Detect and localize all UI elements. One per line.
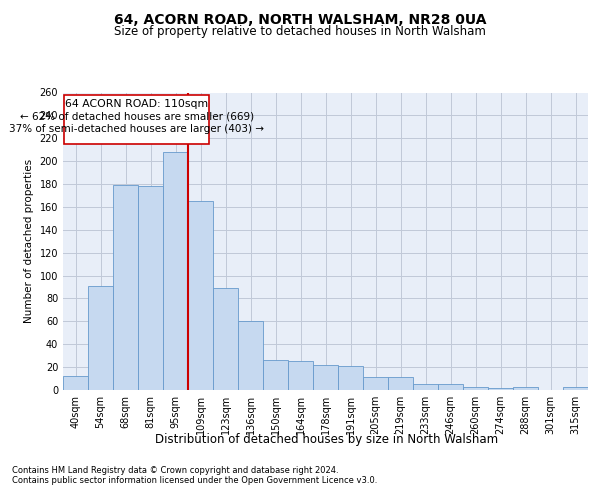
Bar [438, 384, 463, 390]
Bar [288, 362, 313, 390]
Bar [63, 376, 88, 390]
Bar [213, 288, 238, 390]
Bar [113, 185, 138, 390]
Text: Contains HM Land Registry data © Crown copyright and database right 2024.: Contains HM Land Registry data © Crown c… [12, 466, 338, 475]
Bar [413, 384, 438, 390]
Bar [163, 152, 188, 390]
Bar [363, 378, 388, 390]
Bar [138, 186, 163, 390]
Bar [388, 378, 413, 390]
Text: Size of property relative to detached houses in North Walsham: Size of property relative to detached ho… [114, 25, 486, 38]
Bar [463, 386, 488, 390]
Text: ← 62% of detached houses are smaller (669): ← 62% of detached houses are smaller (66… [20, 112, 254, 122]
Bar [238, 322, 263, 390]
Text: 64, ACORN ROAD, NORTH WALSHAM, NR28 0UA: 64, ACORN ROAD, NORTH WALSHAM, NR28 0UA [114, 12, 486, 26]
Text: Distribution of detached houses by size in North Walsham: Distribution of detached houses by size … [155, 432, 499, 446]
Bar [313, 365, 338, 390]
Text: Contains public sector information licensed under the Open Government Licence v3: Contains public sector information licen… [12, 476, 377, 485]
Y-axis label: Number of detached properties: Number of detached properties [24, 159, 34, 324]
Bar [88, 286, 113, 390]
Bar [188, 201, 213, 390]
Text: 37% of semi-detached houses are larger (403) →: 37% of semi-detached houses are larger (… [9, 124, 264, 134]
Bar [563, 386, 588, 390]
Bar [513, 386, 538, 390]
Bar [338, 366, 363, 390]
Bar [488, 388, 513, 390]
Text: 64 ACORN ROAD: 110sqm: 64 ACORN ROAD: 110sqm [65, 99, 208, 109]
FancyBboxPatch shape [64, 95, 209, 144]
Bar [263, 360, 288, 390]
